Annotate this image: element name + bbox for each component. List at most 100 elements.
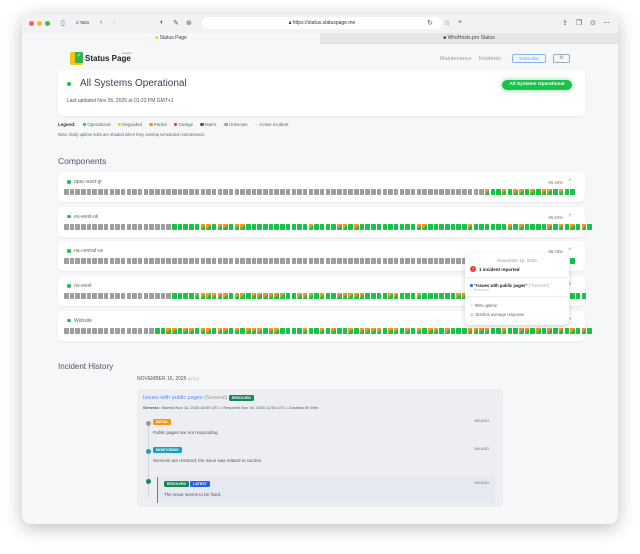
external-link-icon[interactable]: ↱: [567, 282, 572, 289]
uptime-day-bar[interactable]: [64, 293, 69, 300]
uptime-day-bar[interactable]: [331, 293, 336, 300]
uptime-day-bar[interactable]: [297, 189, 302, 195]
uptime-day-bar[interactable]: [416, 189, 422, 195]
uptime-day-bar[interactable]: [257, 223, 262, 230]
uptime-day-bar[interactable]: [257, 189, 262, 195]
uptime-day-bar[interactable]: [211, 223, 217, 230]
uptime-day-bar[interactable]: [496, 189, 501, 195]
uptime-day-bar[interactable]: [280, 258, 285, 265]
uptime-day-bar[interactable]: [137, 223, 143, 230]
uptime-day-bar[interactable]: [359, 223, 365, 230]
uptime-day-bar[interactable]: [109, 189, 114, 195]
share-icon[interactable]: ⇪: [562, 20, 568, 27]
uptime-day-bar[interactable]: [274, 258, 279, 265]
uptime-day-bar[interactable]: [115, 293, 120, 300]
uptime-day-bar[interactable]: [126, 223, 132, 230]
uptime-day-bar[interactable]: [217, 189, 223, 195]
uptime-day-bar[interactable]: [166, 293, 171, 300]
uptime-day-bar[interactable]: [297, 327, 302, 334]
tabs-count[interactable]: 2 Tabs: [76, 20, 90, 25]
uptime-day-bar[interactable]: [280, 223, 285, 230]
uptime-day-bar[interactable]: [109, 223, 114, 230]
uptime-day-bar[interactable]: [490, 189, 496, 195]
uptime-day-bar[interactable]: [501, 189, 507, 195]
uptime-day-bar[interactable]: [319, 293, 325, 300]
uptime-day-bar[interactable]: [365, 258, 370, 265]
uptime-day-bar[interactable]: [439, 293, 444, 300]
uptime-day-bar[interactable]: [325, 293, 331, 300]
uptime-day-bar[interactable]: [69, 189, 75, 195]
uptime-day-bar[interactable]: [126, 189, 132, 195]
uptime-day-bar[interactable]: [302, 258, 308, 265]
tab-status-page[interactable]: ■ Status Page: [22, 33, 320, 44]
uptime-day-bar[interactable]: [479, 189, 484, 195]
uptime-day-bar[interactable]: [348, 327, 353, 334]
uptime-day-bar[interactable]: [581, 223, 587, 230]
uptime-day-bar[interactable]: [172, 327, 177, 334]
uptime-day-bar[interactable]: [291, 327, 296, 334]
external-link-icon[interactable]: ↱: [567, 316, 572, 323]
uptime-day-bar[interactable]: [410, 293, 416, 300]
uptime-day-bar[interactable]: [211, 189, 217, 195]
uptime-day-bar[interactable]: [422, 189, 427, 195]
uptime-day-bar[interactable]: [302, 223, 308, 230]
uptime-day-bar[interactable]: [297, 293, 302, 300]
uptime-day-bar[interactable]: [393, 258, 399, 265]
uptime-day-bar[interactable]: [530, 223, 535, 230]
uptime-day-bar[interactable]: [143, 327, 149, 334]
uptime-day-bar[interactable]: [200, 258, 205, 265]
uptime-day-bar[interactable]: [246, 327, 251, 334]
uptime-day-bar[interactable]: [445, 189, 450, 195]
uptime-day-bar[interactable]: [240, 223, 245, 230]
uptime-day-bar[interactable]: [314, 223, 319, 230]
uptime-day-bar[interactable]: [257, 327, 262, 334]
uptime-day-bar[interactable]: [399, 189, 405, 195]
uptime-day-bar[interactable]: [558, 223, 564, 230]
uptime-day-bar[interactable]: [302, 327, 308, 334]
uptime-day-bar[interactable]: [524, 223, 530, 230]
uptime-day-bar[interactable]: [177, 293, 183, 300]
nav-incidents[interactable]: Incidents: [479, 56, 502, 62]
uptime-day-bar[interactable]: [484, 189, 490, 195]
uptime-day-bar[interactable]: [86, 223, 92, 230]
uptime-day-bar[interactable]: [473, 189, 478, 195]
uptime-day-bar[interactable]: [132, 223, 137, 230]
uptime-day-bar[interactable]: [98, 327, 103, 334]
uptime-day-bar[interactable]: [69, 327, 75, 334]
uptime-day-bar[interactable]: [308, 293, 314, 300]
uptime-day-bar[interactable]: [92, 223, 97, 230]
uptime-day-bar[interactable]: [268, 189, 274, 195]
uptime-day-bar[interactable]: [69, 293, 75, 300]
uptime-day-bar[interactable]: [456, 293, 461, 300]
uptime-day-bar[interactable]: [240, 258, 245, 265]
uptime-day-bar[interactable]: [132, 258, 137, 265]
close-window-button[interactable]: [29, 21, 34, 26]
uptime-day-bar[interactable]: [325, 327, 331, 334]
address-bar[interactable]: 🔒︎ https://status.statuspage.me: [202, 17, 442, 29]
uptime-day-bar[interactable]: [149, 327, 154, 334]
uptime-day-bar[interactable]: [280, 293, 285, 300]
uptime-day-bar[interactable]: [382, 293, 387, 300]
uptime-day-bar[interactable]: [228, 327, 234, 334]
uptime-day-bar[interactable]: [302, 293, 308, 300]
uptime-day-bar[interactable]: [325, 258, 331, 265]
uptime-day-bar[interactable]: [405, 189, 410, 195]
uptime-day-bar[interactable]: [382, 189, 387, 195]
uptime-day-bar[interactable]: [513, 189, 518, 195]
uptime-day-bar[interactable]: [541, 327, 547, 334]
uptime-day-bar[interactable]: [536, 189, 541, 195]
uptime-day-bar[interactable]: [399, 223, 405, 230]
uptime-day-bar[interactable]: [64, 258, 69, 265]
uptime-day-bar[interactable]: [155, 258, 160, 265]
uptime-day-bar[interactable]: [251, 293, 257, 300]
uptime-day-bar[interactable]: [251, 223, 257, 230]
uptime-day-bar[interactable]: [64, 223, 69, 230]
uptime-day-bar[interactable]: [325, 189, 331, 195]
uptime-day-bar[interactable]: [348, 258, 353, 265]
uptime-day-bar[interactable]: [189, 293, 194, 300]
uptime-day-bar[interactable]: [240, 327, 245, 334]
uptime-day-bar[interactable]: [410, 327, 416, 334]
uptime-day-bar[interactable]: [285, 223, 291, 230]
uptime-day-bar[interactable]: [302, 189, 308, 195]
uptime-day-bar[interactable]: [149, 258, 154, 265]
